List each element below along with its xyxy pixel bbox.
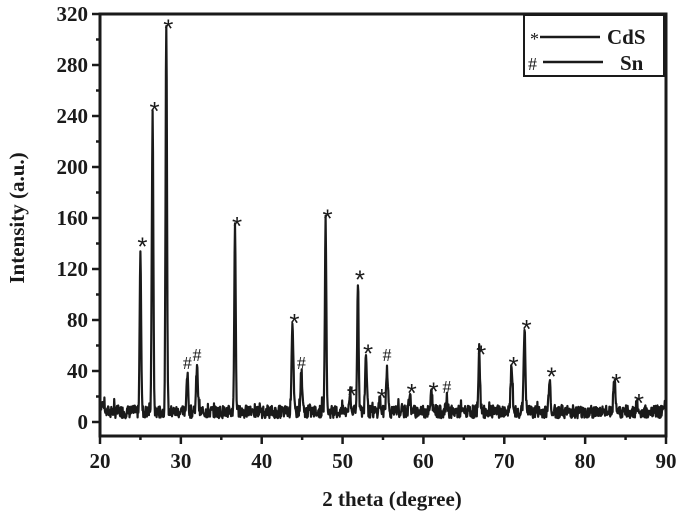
y-tick-label: 160 [57,206,89,230]
x-tick-label: 70 [494,449,515,473]
sn-peak-marker: # [297,353,306,373]
cds-peak-marker: * [521,314,531,344]
cds-peak-marker: * [347,381,357,411]
legend: * CdS # Sn [523,14,665,77]
x-tick-label: 20 [90,449,111,473]
sn-peak-marker: # [383,345,392,365]
legend-label-sn: Sn [620,51,644,75]
legend-item-sn: # Sn [528,51,644,75]
x-axis: 20 30 40 50 60 70 80 90 [90,436,677,473]
y-tick-label: 200 [57,155,89,179]
cds-peak-marker: * [634,388,644,418]
sn-peak-marker: # [183,353,192,373]
legend-box [523,14,665,77]
y-tick-label: 240 [57,104,89,128]
x-tick-label: 30 [170,449,191,473]
cds-peak-marker: * [428,377,438,407]
x-tick-label: 60 [413,449,434,473]
cds-peak-marker: * [509,351,519,381]
x-tick-label: 50 [332,449,353,473]
y-axis: 0 40 80 120 160 200 240 280 320 [57,2,100,434]
legend-label-cds: CdS [607,25,646,49]
sn-peak-marker: # [193,345,202,365]
cds-peak-marker: * [363,338,373,368]
legend-symbol-star: * [530,29,539,49]
y-tick-label: 320 [57,2,89,26]
cds-peak-marker: * [323,203,333,233]
y-tick-label: 0 [78,410,89,434]
xrd-line [98,25,667,420]
legend-item-cds: * CdS [530,25,646,49]
x-axis-title: 2 theta (degree) [322,487,462,511]
legend-symbol-hash: # [528,54,537,74]
y-tick-label: 40 [67,359,88,383]
y-tick-label: 280 [57,53,89,77]
x-tick-label: 90 [656,449,677,473]
plot-area [98,25,667,420]
y-axis-title: Intensity (a.u.) [5,152,29,283]
y-tick-label: 120 [57,257,89,281]
cds-peak-marker: * [137,231,147,261]
cds-peak-marker: * [163,13,173,43]
cds-peak-marker: * [149,96,159,126]
peak-markers: ***# #**#*****#* * #* *** ** [137,13,644,418]
cds-peak-marker: * [232,211,242,241]
x-tick-label: 40 [251,449,272,473]
x-tick-label: 80 [575,449,596,473]
y-tick-label: 80 [67,308,88,332]
cds-peak-marker: * [355,264,365,294]
cds-peak-marker: * [476,340,486,370]
cds-peak-marker: * [611,368,621,398]
cds-peak-marker: * [547,361,557,391]
cds-peak-marker: * [289,308,299,338]
cds-peak-marker: * [407,378,417,408]
cds-peak-marker: * [377,383,387,413]
sn-peak-marker: # [442,377,451,397]
